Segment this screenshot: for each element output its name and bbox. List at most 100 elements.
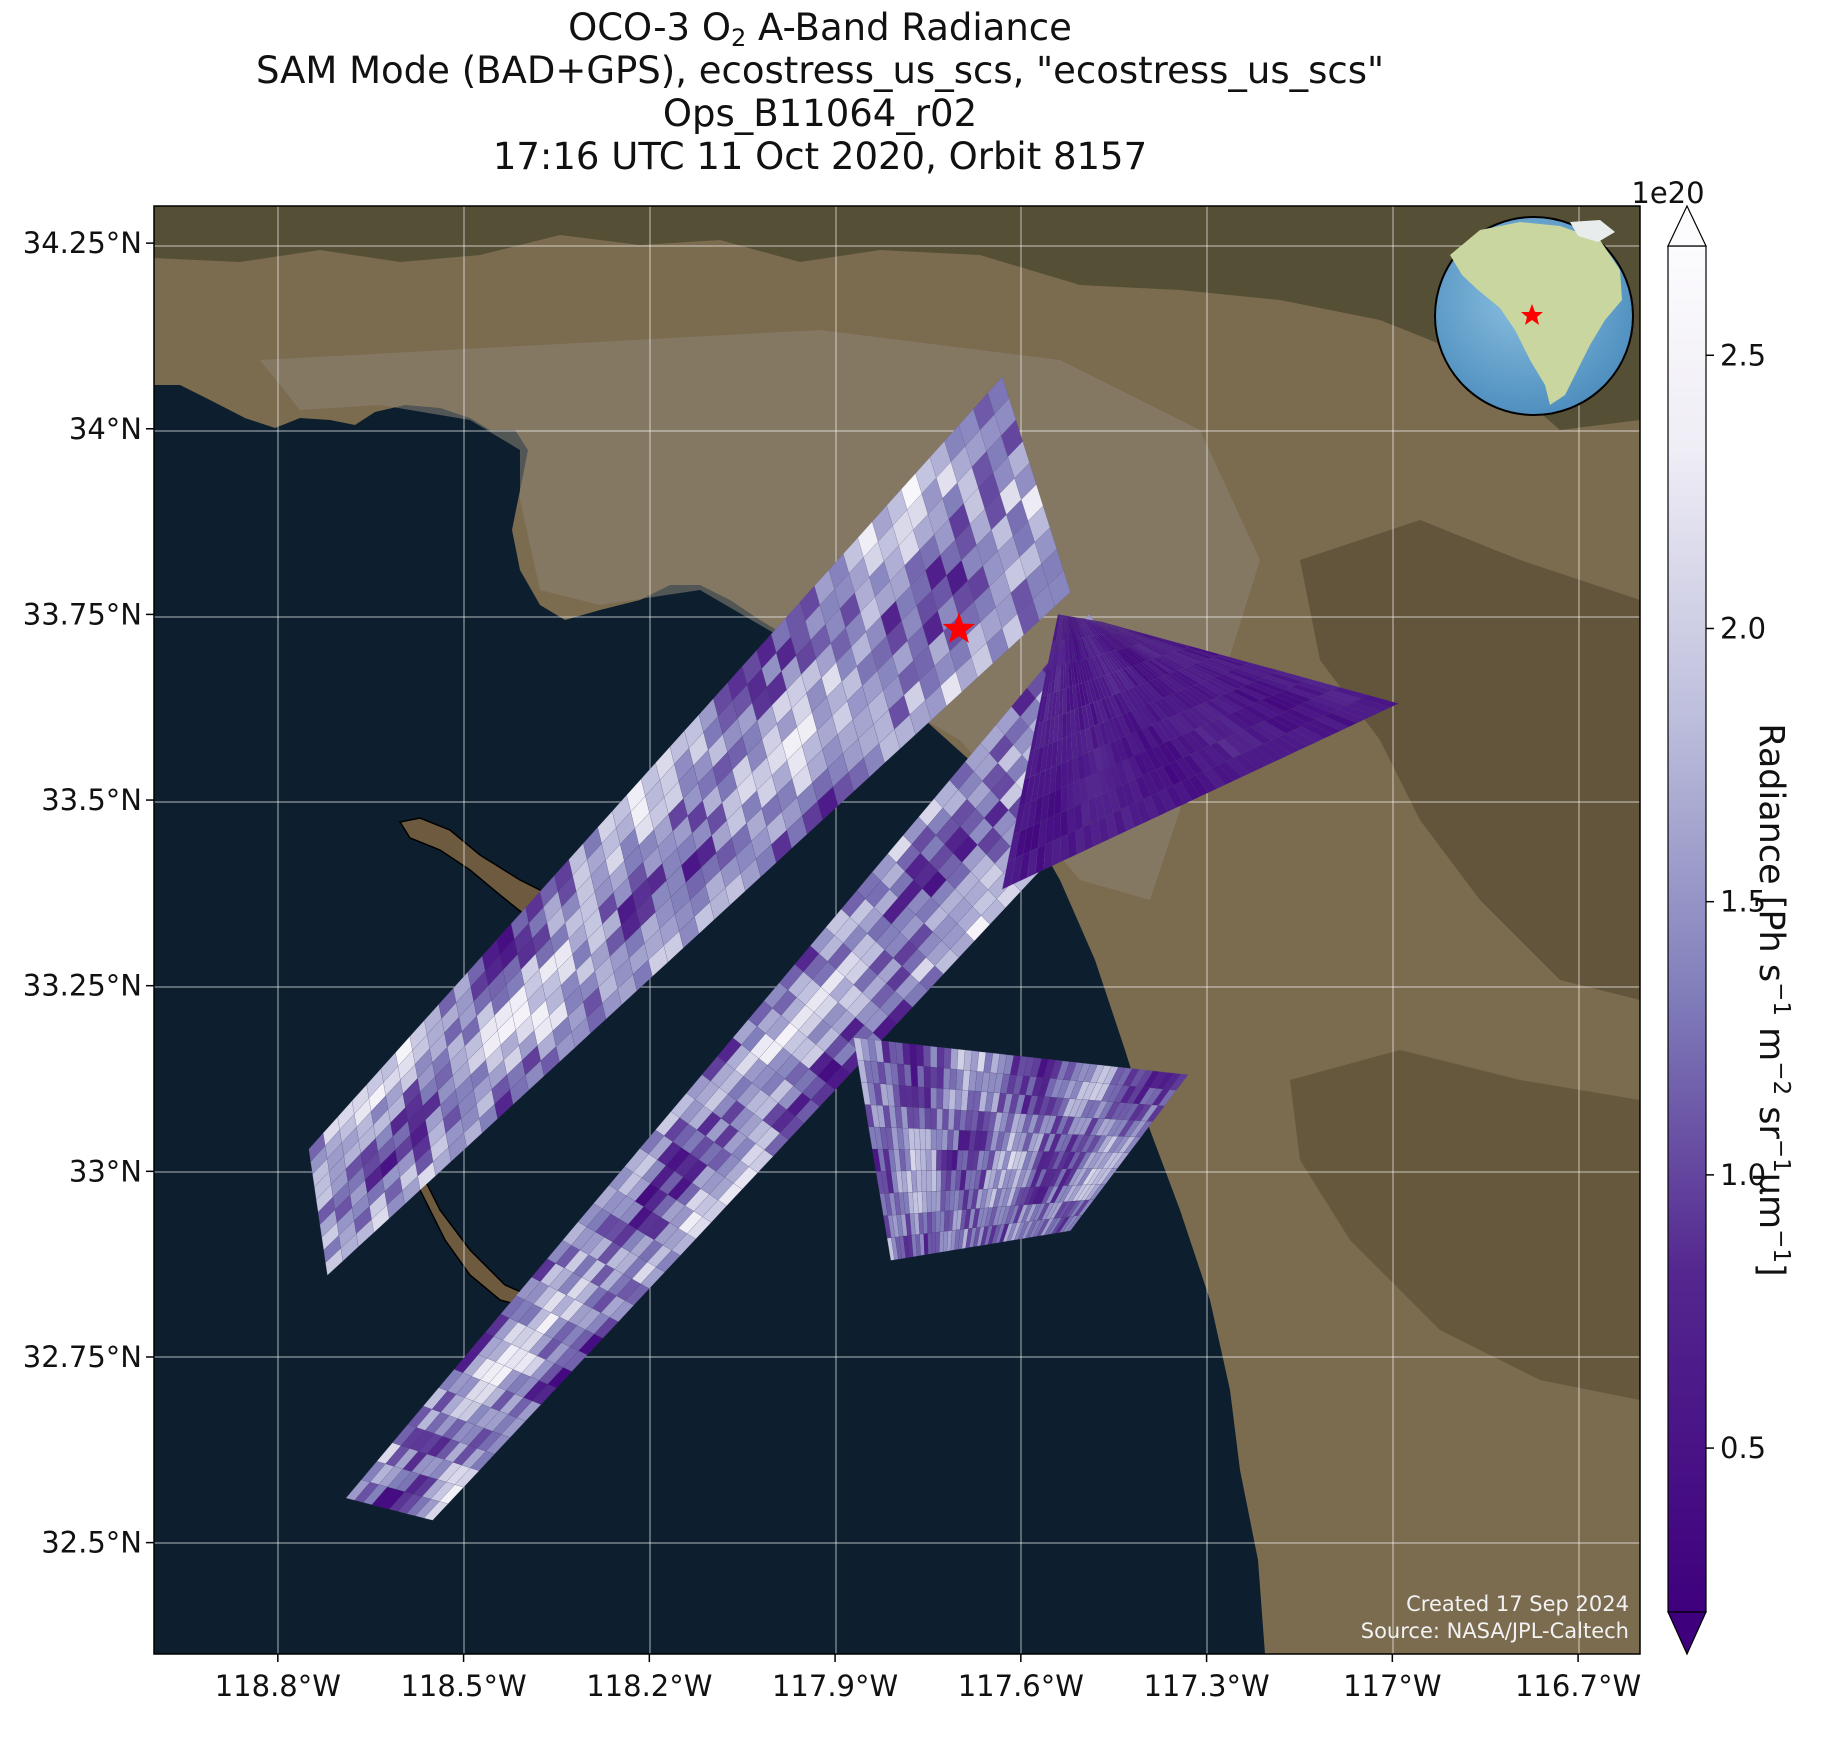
radiance-footprint <box>926 1170 932 1192</box>
radiance-footprint <box>1066 1214 1083 1232</box>
mountains-north <box>154 206 1640 430</box>
x-axis-ticks: 118.8°W 118.5°W 118.2°W 117.9°W 117.6°W 117.3… <box>215 1654 1641 1703</box>
radiance-footprint <box>930 1108 938 1130</box>
radiance-footprint <box>930 1066 938 1089</box>
x-tick-label: 117°W <box>1343 1669 1442 1703</box>
colorbar-tick-label: 1.0 <box>1720 1158 1766 1192</box>
radiance-footprint <box>942 1088 950 1110</box>
radiance-footprint <box>1059 833 1069 863</box>
radiance-footprint <box>921 1191 928 1214</box>
swath-1 <box>308 376 1071 1276</box>
radiance-footprint <box>923 1233 929 1256</box>
swath-3 <box>1001 614 1400 890</box>
radiance-footprint <box>1061 712 1068 740</box>
radiance-footprint <box>936 1046 945 1069</box>
radiance-footprint <box>923 1045 931 1068</box>
y-tick-label: 34°N <box>69 412 142 446</box>
radiance-footprint <box>930 1087 938 1110</box>
radiance-footprint <box>923 1066 931 1088</box>
radiance-footprint <box>920 1170 927 1193</box>
radiance-footprint <box>936 1129 943 1151</box>
radiance-footprint <box>931 1232 937 1254</box>
y-tick-label: 32.75°N <box>23 1340 142 1374</box>
radiance-footprint <box>1061 760 1068 789</box>
y-tick-label: 34.25°N <box>23 226 142 260</box>
radiance-footprint <box>910 1064 919 1087</box>
radiance-footprint <box>1067 806 1076 835</box>
x-tick-label: 118.5°W <box>400 1669 526 1703</box>
colorbar-tick-label: 1.5 <box>1720 885 1766 919</box>
target-star-marker <box>942 612 976 643</box>
radiance-footprint <box>1055 763 1062 792</box>
radiance-footprint <box>912 1107 920 1129</box>
radiance-footprint <box>918 1107 926 1130</box>
radiance-footprint <box>1060 809 1069 838</box>
radiance-footprint <box>1053 787 1062 817</box>
x-tick-label: 116.7°W <box>1515 1669 1641 1703</box>
colorbar <box>1667 204 1707 1656</box>
colorbar-exponent: 1e20 <box>1631 176 1704 210</box>
radiance-footprint <box>926 1191 932 1213</box>
radiance-footprint <box>1047 570 1071 607</box>
radiance-footprint <box>913 1128 921 1151</box>
radiance-footprint <box>1056 738 1063 767</box>
radiance-footprint <box>930 1149 937 1171</box>
map-frame <box>153 205 1641 1655</box>
radiance-footprint <box>1061 736 1068 764</box>
y-axis-ticks: 32.5°N 32.75°N 33°N 33.25°N 33.5°N 33.75°N 34°… <box>23 226 154 1560</box>
mainland <box>154 206 1640 1654</box>
x-tick-label: 117.3°W <box>1143 1669 1269 1703</box>
colorbar-extend-bottom <box>1667 1611 1707 1656</box>
radiance-footprint <box>924 1107 932 1130</box>
radiance-footprint <box>935 1190 942 1213</box>
y-tick-label: 33.5°N <box>41 783 142 817</box>
radiance-footprint <box>1060 785 1068 814</box>
radiance-footprint <box>935 1170 942 1192</box>
radiance-footprint <box>916 1065 925 1088</box>
radiance-footprint <box>936 1067 944 1089</box>
radiance-footprint <box>936 1087 944 1110</box>
radiance-footprint <box>1062 688 1067 715</box>
colorbar-tick-label: 0.5 <box>1720 1431 1766 1465</box>
x-tick-label: 117.9°W <box>772 1669 898 1703</box>
mountains-east <box>1300 520 1640 1000</box>
x-tick-label: 118.8°W <box>215 1669 341 1703</box>
radiance-footprint <box>909 1043 918 1066</box>
radiance-footprint <box>911 1085 920 1108</box>
x-tick-label: 118.2°W <box>586 1669 712 1703</box>
radiance-footprint <box>931 1211 937 1234</box>
radiance-footprint <box>927 1232 933 1255</box>
colorbar-tick-label: 2.5 <box>1720 338 1766 372</box>
title-line-3: Ops_B11064_r02 <box>662 92 978 135</box>
radiance-footprint <box>919 1128 927 1151</box>
colorbar-ticks: 0.5 1.0 1.5 2.0 2.5 <box>1706 338 1766 1465</box>
colorbar-extend-top <box>1667 204 1707 247</box>
swath-4 <box>853 1037 1189 1261</box>
radiance-footprint <box>922 1212 928 1235</box>
radiance-footprint <box>1052 812 1062 842</box>
inset-globe <box>1434 216 1634 416</box>
radiance-footprint <box>926 1211 933 1234</box>
title-line-1: OCO-3 O2 A-Band Radiance <box>568 6 1072 52</box>
radiance-footprint <box>916 1044 925 1067</box>
radiance-footprint <box>943 1067 951 1090</box>
radiance-footprint <box>936 1108 944 1130</box>
radiance-footprint <box>920 1149 927 1172</box>
credit-source: Source: NASA/JPL-Caltech <box>1360 1619 1629 1643</box>
radiance-footprint <box>930 1045 938 1068</box>
radiance-footprint <box>936 1149 943 1171</box>
radiance-footprint <box>925 1149 932 1171</box>
radiance-footprint <box>931 1190 937 1213</box>
radiance-footprint <box>942 1108 950 1131</box>
title-line-2: SAM Mode (BAD+GPS), ecostress_us_scs, "e… <box>255 49 1385 92</box>
radiance-footprint <box>1067 830 1077 859</box>
radiance-footprint <box>943 1047 952 1070</box>
radiance-footprint <box>1360 695 1400 708</box>
globe-greenland <box>1570 220 1615 242</box>
radiance-footprint <box>1051 837 1061 867</box>
radiance-swaths <box>308 376 1400 1521</box>
title-line-4: 17:16 UTC 11 Oct 2020, Orbit 8157 <box>492 135 1148 178</box>
credit-created: Created 17 Sep 2024 <box>1406 1592 1629 1616</box>
colorbar-title: Radiance [Ph s−1 m−2 sr−1μm−1] <box>1751 723 1794 1277</box>
